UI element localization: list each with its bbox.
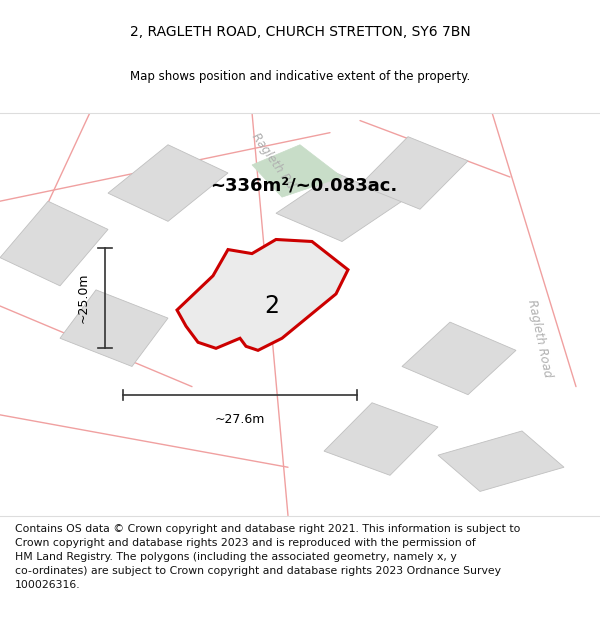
- Text: ~25.0m: ~25.0m: [77, 272, 90, 323]
- Polygon shape: [324, 402, 438, 475]
- Text: ~27.6m: ~27.6m: [215, 413, 265, 426]
- Polygon shape: [60, 290, 168, 366]
- Polygon shape: [276, 173, 402, 241]
- Text: Ragleth Rd: Ragleth Rd: [249, 131, 297, 191]
- Text: Map shows position and indicative extent of the property.: Map shows position and indicative extent…: [130, 70, 470, 83]
- Polygon shape: [438, 431, 564, 491]
- Polygon shape: [0, 201, 108, 286]
- Polygon shape: [360, 137, 468, 209]
- Polygon shape: [177, 239, 348, 351]
- Polygon shape: [402, 322, 516, 395]
- Text: 2, RAGLETH ROAD, CHURCH STRETTON, SY6 7BN: 2, RAGLETH ROAD, CHURCH STRETTON, SY6 7B…: [130, 24, 470, 39]
- Polygon shape: [108, 145, 228, 221]
- Text: ~336m²/~0.083ac.: ~336m²/~0.083ac.: [210, 176, 397, 194]
- Polygon shape: [252, 145, 342, 197]
- Text: Ragleth Road: Ragleth Road: [526, 298, 554, 378]
- Text: 2: 2: [265, 294, 280, 318]
- Text: Contains OS data © Crown copyright and database right 2021. This information is : Contains OS data © Crown copyright and d…: [15, 524, 520, 591]
